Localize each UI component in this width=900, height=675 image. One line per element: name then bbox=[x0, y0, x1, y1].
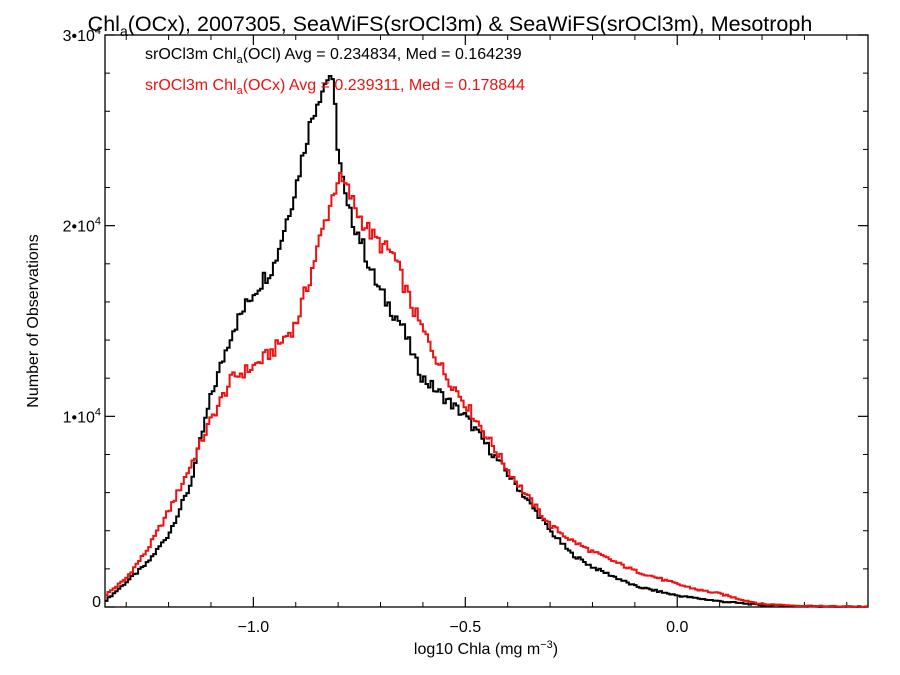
x-axis-ticks: −1.0 −0.5 0.0 bbox=[125, 35, 848, 636]
y-axis-label: Number of Observations bbox=[25, 234, 42, 407]
x-axis-label: log10 Chla (mg m−3) bbox=[414, 639, 558, 658]
x-tick-label: −1.0 bbox=[238, 619, 270, 636]
title-rest: (OCx), 2007305, SeaWiFS(srOCl3m) & SeaWi… bbox=[128, 12, 813, 36]
title-subscript: a bbox=[120, 23, 128, 39]
chart-title: Chla(OCx), 2007305, SeaWiFS(srOCl3m) & S… bbox=[88, 12, 813, 39]
title-prefix: Chl bbox=[88, 12, 120, 36]
y-axis-ticks: 0 1•104 2•104 3•104 bbox=[63, 25, 868, 611]
x-tick-label: 0.0 bbox=[666, 619, 688, 636]
series-layer bbox=[105, 75, 868, 608]
y-tick-label: 0 bbox=[92, 594, 101, 611]
plot-frame bbox=[104, 34, 869, 608]
y-tick-label: 1•104 bbox=[63, 406, 101, 426]
legend: srOCl3m Chla(OCl) Avg = 0.234834, Med = … bbox=[145, 46, 525, 97]
legend-entry-ocx: srOCl3m Chla(OCx) Avg = 0.239311, Med = … bbox=[145, 77, 525, 97]
x-tick-label: −0.5 bbox=[450, 619, 482, 636]
y-tick-label: 2•104 bbox=[63, 216, 101, 236]
series-line-ocl bbox=[105, 75, 868, 608]
legend-entry-ocl: srOCl3m Chla(OCl) Avg = 0.234834, Med = … bbox=[145, 46, 522, 66]
y-tick-label: 3•104 bbox=[63, 25, 101, 45]
series-line-ocx bbox=[105, 171, 868, 608]
